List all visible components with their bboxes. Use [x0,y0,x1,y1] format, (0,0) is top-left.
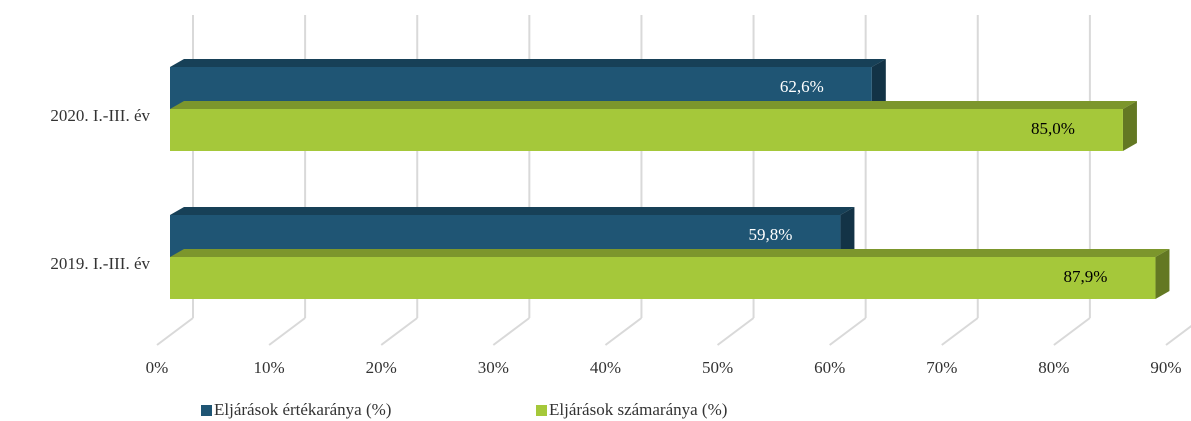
bar-top [170,207,855,215]
grid-floor-line [716,317,755,346]
value-label: 59,8% [749,225,793,244]
x-tick-label: 0% [146,358,169,377]
bar-side [840,207,855,257]
grid-floor-line [380,317,418,346]
bar-side [1122,101,1137,151]
grid-floor-line [1165,325,1191,346]
x-tick-label: 20% [366,358,397,377]
grid-floor-line [1053,317,1091,346]
value-label: 87,9% [1064,267,1108,286]
value-label: 62,6% [780,77,824,96]
x-tick-label: 50% [702,358,733,377]
x-tick-label: 40% [590,358,621,377]
x-tick-label: 60% [814,358,845,377]
grid-floor-line [604,317,643,346]
bar-top [170,59,886,67]
bar [170,257,1156,299]
bar-side [1155,249,1170,299]
grid-floor-line [156,317,194,346]
y-tick-label: 2020. I.-III. év [50,106,150,125]
x-tick-label: 70% [926,358,957,377]
legend-label: Eljárások számaránya (%) [549,400,727,419]
x-tick-label: 10% [254,358,285,377]
x-tick-label: 90% [1150,358,1181,377]
legend-swatch [536,405,547,416]
bar-top [170,249,1170,257]
grid-floor-line [492,317,530,346]
grid-floor-line [829,317,867,346]
x-tick-label: 80% [1038,358,1069,377]
bar-top [170,101,1137,109]
value-label: 85,0% [1031,119,1075,138]
bar [170,109,1123,151]
y-tick-label: 2019. I.-III. év [50,254,150,273]
x-tick-label: 30% [478,358,509,377]
bar-side [871,59,886,109]
grid-floor-line [941,317,979,346]
legend-label: Eljárások értékaránya (%) [214,400,391,419]
legend-swatch [201,405,212,416]
grid-floor-line [268,317,306,346]
